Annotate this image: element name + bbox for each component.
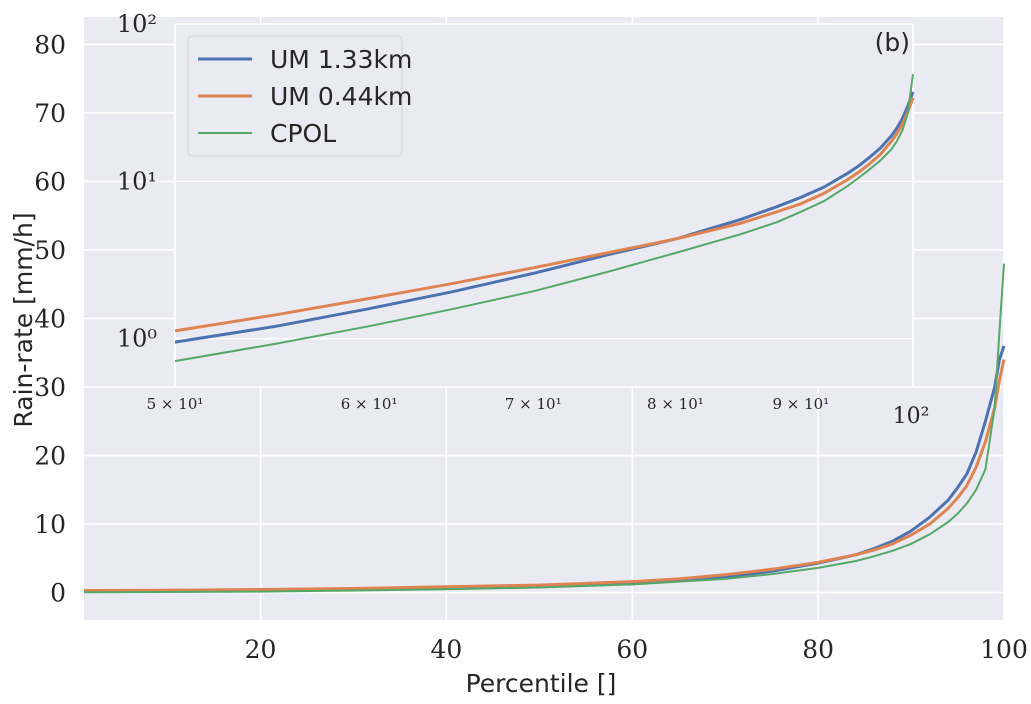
inset-series-line-um-1-33km <box>174 91 915 344</box>
main-x-tick-label: 80 <box>802 635 834 664</box>
inset-x-tick-labels: 5 × 10¹ 6 × 10¹ 7 × 10¹ 8 × 10¹ 9 × 10¹ 10² <box>147 395 930 429</box>
legend-entry-label: UM 1.33km <box>270 45 412 74</box>
main-series-line-um-0-44km <box>83 359 1006 592</box>
main-series-line-cpol <box>83 263 1005 594</box>
main-x-tick-label: 60 <box>616 635 648 664</box>
legend: UM 1.33km UM 0.44km CPOL <box>187 35 412 157</box>
main-x-tick-label: 40 <box>431 635 463 664</box>
main-y-tick-label: 40 <box>34 305 66 334</box>
main-y-tick-label: 60 <box>34 167 66 196</box>
inset-y-tick-labels: 10⁰ 10¹ 10² <box>117 10 157 353</box>
inset-x-tick-label: 10² <box>893 404 930 429</box>
main-y-tick-label: 30 <box>34 373 66 402</box>
main-y-tick-label: 0 <box>50 579 66 608</box>
inset-y-tick-label: 10¹ <box>117 167 157 195</box>
inset-x-tick-label: 7 × 10¹ <box>505 395 562 413</box>
main-y-tick-label: 50 <box>34 236 66 265</box>
inset-x-tick-label: 8 × 10¹ <box>647 395 704 413</box>
inset-x-tick-label: 5 × 10¹ <box>147 395 204 413</box>
inset-y-tick-label: 10² <box>117 10 157 38</box>
main-x-tick-labels: 20 40 60 80 100 <box>245 635 1028 664</box>
main-y-tick-label: 10 <box>34 510 66 539</box>
legend-entry-label: UM 0.44km <box>270 82 412 111</box>
inset-series-line-um-0-44km <box>174 97 915 333</box>
inset-series-line-cpol <box>174 73 914 363</box>
main-y-tick-labels: 0 10 20 30 40 50 60 70 80 <box>34 30 66 607</box>
inset-x-tick-label: 9 × 10¹ <box>772 395 829 413</box>
inset-x-tick-label: 6 × 10¹ <box>341 395 398 413</box>
legend-entry-label: CPOL <box>270 119 336 148</box>
inset-series-lines <box>174 73 915 363</box>
main-y-tick-label: 70 <box>34 99 66 128</box>
main-y-tick-label: 20 <box>34 442 66 471</box>
main-y-tick-label: 80 <box>34 30 66 59</box>
inset-y-tick-label: 10⁰ <box>117 325 157 353</box>
main-x-tick-label: 20 <box>245 635 277 664</box>
main-y-axis-label: Rain-rate [mm/h] <box>9 212 38 427</box>
inset-panel: 10⁰ 10¹ 10² 5 × 10¹ 6 × 10¹ 7 × 10¹ 8 × 10¹ 9 … <box>117 10 930 429</box>
panel-annotation: (b) <box>875 28 910 57</box>
main-series-lines <box>83 263 1006 594</box>
legend-box <box>187 35 403 157</box>
main-x-tick-label: 100 <box>980 635 1028 664</box>
main-x-axis-label: Percentile [] <box>466 669 617 698</box>
